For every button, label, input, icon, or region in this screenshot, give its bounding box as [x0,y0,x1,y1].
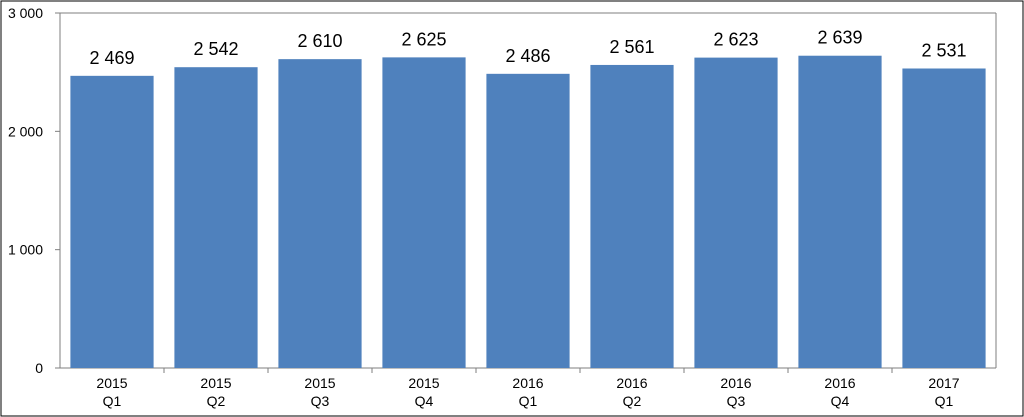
bar-data-label: 2 469 [89,48,134,68]
y-tick-label: 2 000 [8,123,43,139]
bar [694,57,778,369]
bar [278,59,362,369]
x-category-year-label: 2016 [616,375,647,391]
bar [486,73,570,368]
x-category-year-label: 2015 [200,375,231,391]
x-category-year-label: 2015 [304,375,335,391]
x-category-quarter-label: Q1 [935,393,954,409]
x-category-quarter-label: Q1 [103,393,122,409]
x-category-year-label: 2015 [96,375,127,391]
x-category-quarter-label: Q3 [311,393,330,409]
bar-data-label: 2 623 [713,30,758,50]
x-category-year-label: 2017 [928,375,959,391]
y-tick-label: 1 000 [8,242,43,258]
x-category-quarter-label: Q3 [727,393,746,409]
y-tick-label: 0 [35,360,43,376]
bar-data-label: 2 639 [817,28,862,48]
x-category-year-label: 2016 [512,375,543,391]
x-category-quarter-label: Q2 [623,393,642,409]
x-category-quarter-label: Q4 [415,393,434,409]
y-tick-label: 3 000 [8,5,43,21]
x-category-quarter-label: Q1 [519,393,538,409]
bar [382,57,466,368]
bar-data-label: 2 531 [921,40,966,60]
x-category-quarter-label: Q4 [831,393,850,409]
bar [590,64,674,368]
bar-data-label: 2 486 [505,46,550,66]
bar [798,55,882,369]
bar-data-label: 2 542 [193,39,238,59]
x-category-year-label: 2016 [720,375,751,391]
x-category-year-label: 2015 [408,375,439,391]
x-category-year-label: 2016 [824,375,855,391]
bar [174,67,258,369]
bar-data-label: 2 625 [401,29,446,49]
bar [70,75,154,369]
x-category-quarter-label: Q2 [207,393,226,409]
bar-data-label: 2 561 [609,37,654,57]
bar-data-label: 2 610 [297,31,342,51]
bar [902,68,986,368]
